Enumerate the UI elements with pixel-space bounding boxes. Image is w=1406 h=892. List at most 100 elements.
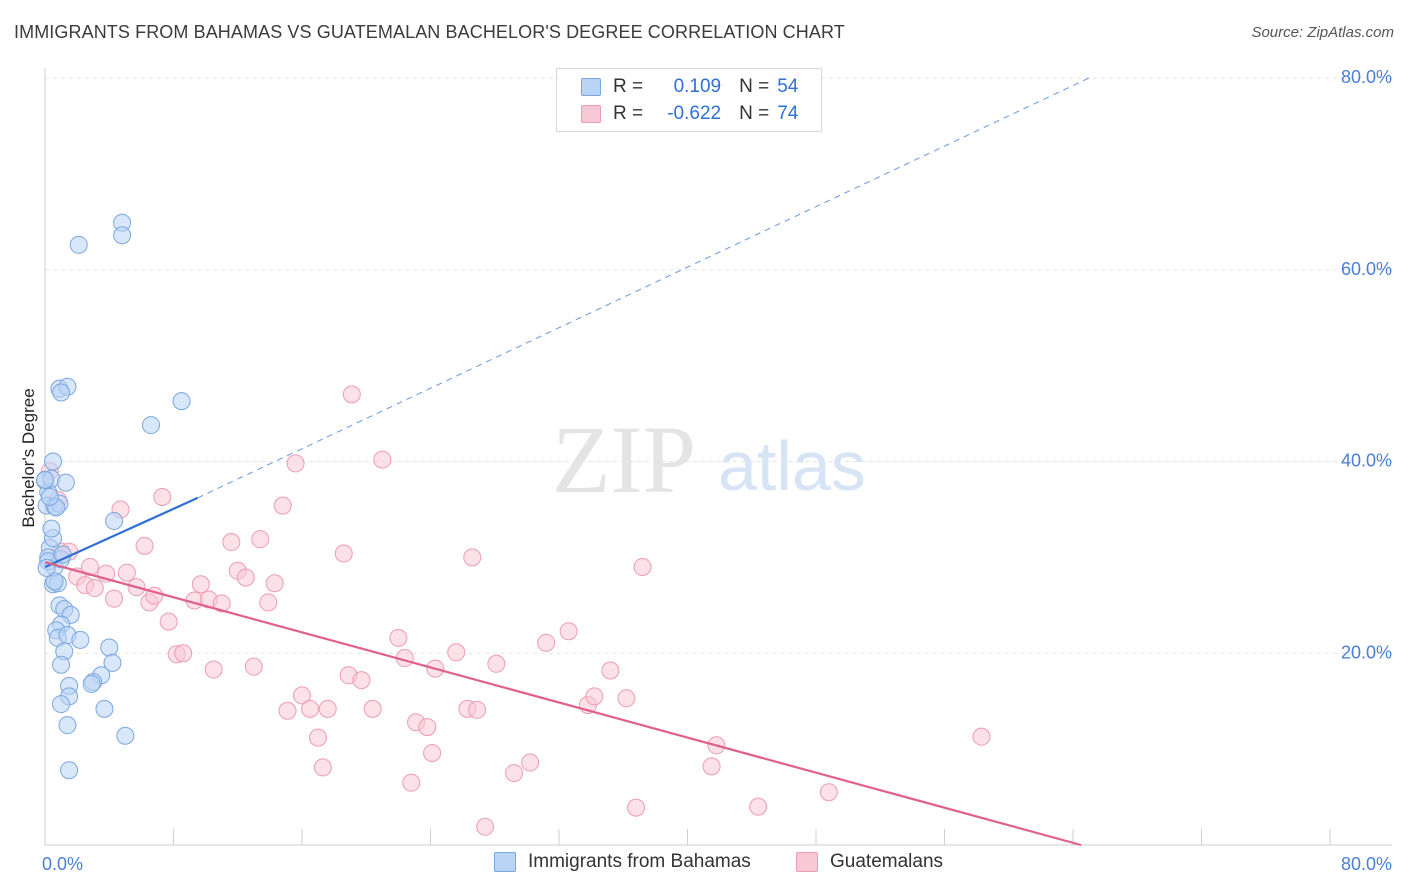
- scatter-point: [334, 544, 353, 563]
- scatter-point: [244, 657, 263, 676]
- scatter-point: [702, 757, 721, 776]
- scatter-point: [142, 416, 161, 435]
- correlation-legend: R = 0.109 N = 54 R = -0.622 N = 74: [556, 68, 822, 132]
- legend-item-guatemalans: Guatemalans: [796, 851, 943, 873]
- scatter-point: [749, 797, 768, 816]
- scatter-point: [222, 533, 241, 552]
- scatter-point: [423, 743, 442, 762]
- y-tick-label: 80.0%: [1341, 67, 1392, 87]
- legend-n-label: N =: [739, 103, 770, 124]
- watermark-atlas: atlas: [718, 427, 866, 505]
- legend-n-value: 54: [777, 76, 799, 97]
- legend-r-label: R =: [613, 76, 644, 97]
- y-axis-label: Bachelor's Degree: [19, 388, 38, 527]
- scatter-point: [389, 628, 408, 647]
- scatter-point: [172, 392, 191, 411]
- legend-row-guatemalans: R = -0.622 N = 74: [581, 101, 798, 127]
- scatter-point: [352, 671, 371, 690]
- scatter-point: [259, 593, 278, 612]
- scatter-point: [633, 557, 652, 576]
- scatter-point: [113, 226, 132, 245]
- scatter-point: [236, 568, 255, 587]
- legend-n-value: 74: [777, 103, 799, 124]
- scatter-point: [418, 718, 437, 737]
- scatter-point: [273, 496, 292, 515]
- trend-lines: [44, 77, 1090, 847]
- scatter-point: [601, 661, 620, 680]
- scatter-point: [69, 235, 88, 254]
- scatter-point: [318, 699, 337, 718]
- legend-row-bahamas: R = 0.109 N = 54: [581, 74, 798, 100]
- scatter-point: [60, 761, 79, 780]
- scatter-points: [36, 213, 991, 836]
- scatter-point: [56, 473, 75, 492]
- legend-r-label: R =: [613, 103, 644, 124]
- scatter-point: [972, 727, 991, 746]
- scatter-point: [40, 487, 59, 506]
- legend-swatch-bahamas: [494, 852, 516, 872]
- scatter-point: [116, 726, 135, 745]
- scatter-point: [301, 699, 320, 718]
- legend-label-guatemalans: Guatemalans: [830, 851, 944, 872]
- scatter-point: [100, 638, 119, 657]
- scatter-point: [251, 530, 270, 549]
- legend-r-value: 0.109: [673, 76, 722, 97]
- scatter-point: [52, 383, 71, 402]
- scatter-point: [42, 519, 61, 538]
- scatter-point: [174, 644, 193, 663]
- scatter-point: [286, 454, 305, 473]
- y-tick-label: 20.0%: [1341, 642, 1392, 662]
- y-tick-label: 40.0%: [1341, 451, 1392, 471]
- legend-swatch-guatemalans: [581, 105, 601, 123]
- legend-label-bahamas: Immigrants from Bahamas: [528, 851, 751, 872]
- scatter-point: [468, 700, 487, 719]
- scatter-point: [135, 536, 154, 555]
- scatter-point: [105, 589, 124, 608]
- scatter-point: [402, 773, 421, 792]
- legend-swatch-bahamas: [581, 78, 601, 96]
- scatter-point: [476, 817, 495, 836]
- scatter-point: [204, 660, 223, 679]
- scatter-point: [447, 643, 466, 662]
- legend-item-bahamas: Immigrants from Bahamas: [494, 851, 751, 873]
- scatter-point: [45, 572, 64, 591]
- legend-r-value: -0.622: [667, 103, 722, 124]
- scatter-point: [309, 728, 328, 747]
- scatter-point: [52, 695, 71, 714]
- scatter-point: [36, 470, 54, 489]
- legend-n-label: N =: [739, 76, 770, 97]
- scatter-point: [212, 594, 231, 613]
- scatter-point: [627, 798, 646, 817]
- scatter-point: [159, 612, 178, 631]
- scatter-point: [153, 487, 172, 506]
- scatter-point: [313, 758, 332, 777]
- scatter-point: [505, 764, 524, 783]
- watermark-zip: ZIP: [552, 406, 696, 513]
- scatter-point: [85, 579, 104, 598]
- scatter-point: [537, 633, 556, 652]
- scatter-point: [363, 699, 382, 718]
- scatter-point: [53, 545, 72, 564]
- scatter-point: [463, 548, 482, 567]
- scatter-point: [293, 686, 311, 705]
- source-credit: Source: ZipAtlas.com: [1251, 24, 1394, 41]
- scatter-point: [82, 674, 101, 693]
- axes: [44, 68, 1392, 846]
- scatter-point: [342, 385, 361, 404]
- scatter-point: [617, 689, 636, 708]
- grid-lines: [45, 77, 1392, 654]
- trend-line-bahamas: [44, 496, 199, 568]
- y-tick-labels: 20.0% 40.0% 60.0% 80.0%: [1341, 67, 1392, 662]
- scatter-point: [117, 563, 136, 582]
- scatter-point: [585, 687, 604, 706]
- scatter-point: [819, 783, 838, 802]
- scatter-point: [95, 699, 114, 718]
- scatter-point: [521, 753, 540, 772]
- scatter-point: [58, 716, 77, 735]
- legend-swatch-guatemalans: [796, 852, 818, 872]
- scatter-point: [265, 574, 284, 593]
- scatter-point: [373, 450, 392, 469]
- scatter-point: [487, 654, 506, 673]
- chart-title: IMMIGRANTS FROM BAHAMAS VS GUATEMALAN BA…: [14, 22, 845, 42]
- x-tick-labels: 0.0% 80.0%: [42, 854, 1392, 874]
